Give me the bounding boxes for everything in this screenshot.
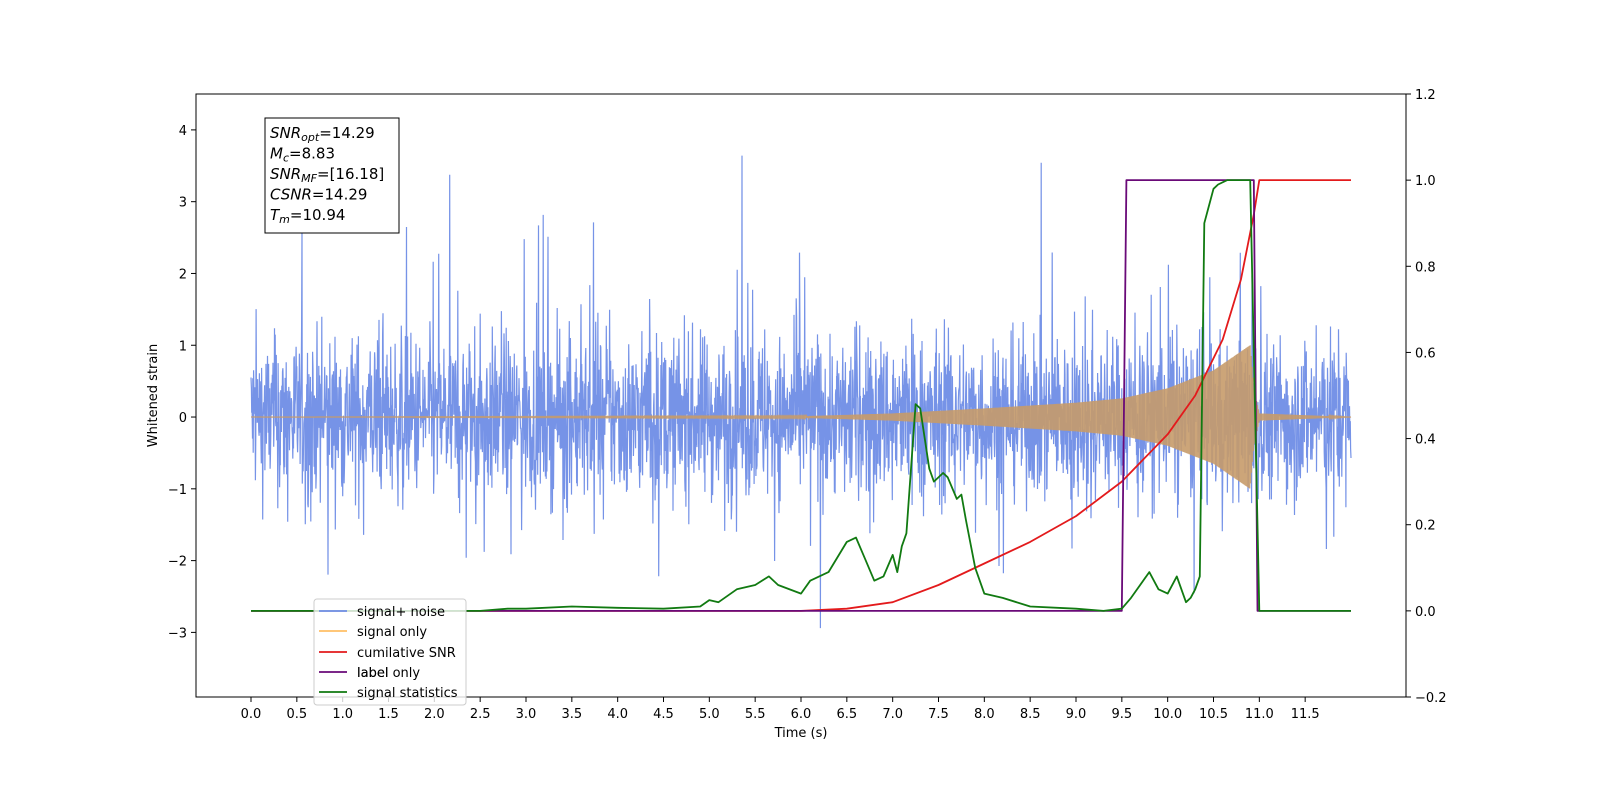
x-tick-label: 3.0 [516, 707, 537, 722]
stats-line: SNRMF=[16.18] [270, 165, 384, 185]
x-tick-label: 11.5 [1291, 707, 1320, 722]
legend-label-text: signal only [357, 625, 427, 640]
stats-line: Tm=10.94 [270, 206, 345, 226]
y2-tick-label: 1.2 [1415, 88, 1436, 103]
plot-area [250, 155, 1352, 629]
legend-label-text: cumilative SNR [357, 646, 456, 661]
legend-cumulative-snr: cumilative SNR [319, 646, 456, 661]
legend-label: label [319, 666, 388, 681]
legend-label-text: label [357, 666, 388, 681]
y2-tick-label: −0.2 [1415, 691, 1447, 706]
x-tick-label: 6.0 [791, 707, 812, 722]
legend-label-text: label only [357, 666, 420, 681]
y-tick-label: −1 [168, 483, 187, 498]
x-tick-label: 7.5 [928, 707, 949, 722]
stats-line: SNRopt=14.29 [270, 124, 375, 144]
x-tick-label: 9.5 [1111, 707, 1132, 722]
x-tick-label: 10.5 [1199, 707, 1228, 722]
y2-tick-label: 1.0 [1415, 174, 1436, 189]
x-tick-label: 8.5 [1020, 707, 1041, 722]
series-group [250, 155, 1352, 629]
stats-line: Mc=8.83 [270, 145, 335, 165]
legend: signal+ noise signal only cumilative SNR la… [313, 598, 467, 706]
x-tick-label: 5.5 [745, 707, 766, 722]
y2-tick-label: 0.4 [1415, 433, 1436, 448]
stats-annotation-box: SNRopt=14.29Mc=8.83SNRMF=[16.18]CSNR=14.… [264, 117, 400, 234]
x-tick-label: 3.5 [561, 707, 582, 722]
x-tick-label: 2.0 [424, 707, 445, 722]
legend-signal-statistics: signal statistics [319, 686, 458, 701]
series-signal-only [251, 345, 1352, 489]
axes: 0.0 0.5 1.0 1.5 2.0 2.5 3.0 3.5 4.0 4.5 5.0 5.5 6.0 6… [168, 88, 1447, 722]
x-tick-label: 1.0 [332, 707, 353, 722]
series-signal-statistics [251, 179, 1351, 612]
y2-tick-label: 0.8 [1415, 260, 1436, 275]
x-tick-label: 5.0 [699, 707, 720, 722]
x-tick-label: 11.0 [1245, 707, 1274, 722]
y-tick-label: 2 [179, 267, 187, 282]
x-axis-label: Time (s) [774, 726, 828, 741]
legend-label-text: signal+ noise [357, 605, 445, 620]
x-tick-label: 0.5 [286, 707, 307, 722]
stats-line: CSNR=14.29 [270, 186, 367, 204]
x-tick-label: 1.5 [378, 707, 399, 722]
y-tick-label: 1 [179, 339, 187, 354]
x-tick-label: 6.5 [836, 707, 857, 722]
legend-label-only: label only [357, 666, 420, 681]
legend-signal-only: signal only [319, 625, 427, 640]
x-tick-label: 9.0 [1066, 707, 1087, 722]
legend-label-text: signal statistics [357, 686, 458, 701]
x-tick-label: 4.5 [653, 707, 674, 722]
stats-box-frame [264, 117, 400, 234]
y-tick-label: 3 [179, 196, 187, 211]
x-tick-label: 8.0 [974, 707, 995, 722]
y2-tick-label: 0.2 [1415, 519, 1436, 534]
x-tick-label: 2.5 [470, 707, 491, 722]
y-tick-label: 4 [179, 124, 187, 139]
y2-tick-label: 0.0 [1415, 605, 1436, 620]
series-cumulative-snr [251, 179, 1351, 612]
y-tick-label: −3 [168, 626, 187, 641]
legend-frame [313, 598, 467, 706]
legend-signal-noise: signal+ noise [319, 605, 445, 620]
y2-tick-label: 0.6 [1415, 346, 1436, 361]
x-tick-label: 7.0 [882, 707, 903, 722]
y-axis-label: Whitened strain [146, 344, 161, 447]
x-tick-label: 10.0 [1153, 707, 1182, 722]
x-tick-label: 0.0 [241, 707, 262, 722]
y-tick-label: −2 [168, 555, 187, 570]
x-tick-label: 4.0 [607, 707, 628, 722]
y-tick-label: 0 [179, 411, 187, 426]
